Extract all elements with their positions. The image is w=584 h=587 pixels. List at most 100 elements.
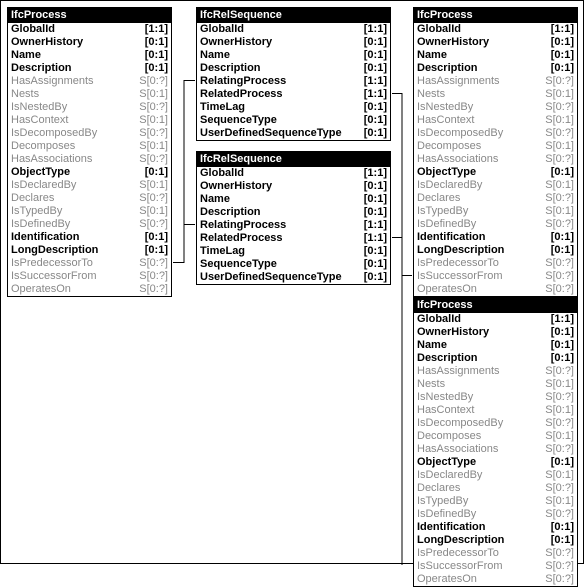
entity-row: IsPredecessorToS[0:?]: [8, 257, 171, 270]
attr-name: Name: [11, 49, 139, 62]
attr-cardinality: S[0:1]: [539, 140, 574, 153]
attr-cardinality: S[0:?]: [133, 257, 168, 270]
attr-cardinality: [0:1]: [545, 352, 574, 365]
attr-name: IsNestedBy: [11, 101, 133, 114]
attr-cardinality: [0:1]: [545, 456, 574, 469]
attr-name: Identification: [417, 521, 545, 534]
attr-cardinality: S[0:1]: [539, 495, 574, 508]
entity-title: IfcProcess: [8, 8, 171, 23]
attr-name: HasAssociations: [417, 443, 539, 456]
entity-row: Description[0:1]: [414, 62, 577, 75]
attr-name: IsDefinedBy: [417, 508, 539, 521]
attr-cardinality: [0:1]: [358, 49, 387, 62]
attr-cardinality: S[0:?]: [539, 75, 574, 88]
attr-cardinality: [1:1]: [545, 23, 574, 36]
entity-row: IsNestedByS[0:?]: [414, 391, 577, 404]
attr-name: IsSuccessorFrom: [417, 270, 539, 283]
entity-row: OperatesOnS[0:?]: [414, 283, 577, 296]
attr-cardinality: [1:1]: [139, 23, 168, 36]
entity-row: OperatesOnS[0:?]: [414, 573, 577, 586]
entity-row: Name[0:1]: [414, 339, 577, 352]
attr-name: Description: [417, 352, 545, 365]
attr-name: Nests: [417, 378, 539, 391]
entity-row: HasContextS[0:1]: [414, 114, 577, 127]
entity-row: LongDescription[0:1]: [8, 244, 171, 257]
attr-cardinality: S[0:1]: [539, 469, 574, 482]
attr-name: IsPredecessorTo: [417, 257, 539, 270]
entity-row: IsDecomposedByS[0:?]: [8, 127, 171, 140]
attr-name: HasAssignments: [417, 75, 539, 88]
entity-row: IsSuccessorFromS[0:?]: [8, 270, 171, 283]
entity-row: Name[0:1]: [414, 49, 577, 62]
attr-cardinality: S[0:?]: [539, 218, 574, 231]
attr-cardinality: [0:1]: [358, 36, 387, 49]
entity-row: DecomposesS[0:1]: [414, 430, 577, 443]
entity-row: DeclaresS[0:?]: [414, 192, 577, 205]
attr-name: Nests: [417, 88, 539, 101]
attr-cardinality: S[0:?]: [133, 153, 168, 166]
entity-rel_b: IfcRelSequenceGlobalId[1:1]OwnerHistory[…: [196, 151, 391, 285]
attr-name: ObjectType: [417, 166, 545, 179]
attr-name: GlobalId: [200, 167, 358, 180]
attr-cardinality: S[0:1]: [133, 88, 168, 101]
attr-name: UserDefinedSequenceType: [200, 127, 358, 140]
entity-row: HasAssociationsS[0:?]: [414, 153, 577, 166]
entity-row: HasAssociationsS[0:?]: [414, 443, 577, 456]
attr-name: Name: [200, 193, 358, 206]
attr-name: Identification: [417, 231, 545, 244]
entity-process_c: IfcProcessGlobalId[1:1]OwnerHistory[0:1]…: [413, 297, 578, 587]
attr-cardinality: [0:1]: [358, 271, 387, 284]
attr-name: IsPredecessorTo: [417, 547, 539, 560]
attr-name: Identification: [11, 231, 139, 244]
entity-row: IsPredecessorToS[0:?]: [414, 547, 577, 560]
attr-name: Declares: [417, 482, 539, 495]
attr-name: Nests: [11, 88, 133, 101]
entity-row: Name[0:1]: [8, 49, 171, 62]
entity-row: UserDefinedSequenceType[0:1]: [197, 271, 390, 284]
attr-name: IsDecomposedBy: [11, 127, 133, 140]
entity-row: RelatedProcess[1:1]: [197, 88, 390, 101]
entity-row: SequenceType[0:1]: [197, 258, 390, 271]
attr-name: TimeLag: [200, 101, 358, 114]
attr-name: IsDeclaredBy: [417, 179, 539, 192]
entity-row: OwnerHistory[0:1]: [414, 326, 577, 339]
attr-name: IsTypedBy: [11, 205, 133, 218]
attr-cardinality: S[0:1]: [539, 88, 574, 101]
entity-row: IsTypedByS[0:1]: [8, 205, 171, 218]
attr-name: Description: [11, 62, 139, 75]
entity-title: IfcProcess: [414, 298, 577, 313]
attr-cardinality: [0:1]: [358, 62, 387, 75]
attr-cardinality: S[0:?]: [539, 270, 574, 283]
attr-name: IsDeclaredBy: [11, 179, 133, 192]
attr-cardinality: [0:1]: [545, 36, 574, 49]
attr-cardinality: S[0:?]: [539, 283, 574, 296]
entity-row: GlobalId[1:1]: [414, 313, 577, 326]
entity-row: IsNestedByS[0:?]: [8, 101, 171, 114]
attr-name: GlobalId: [417, 23, 545, 36]
attr-cardinality: S[0:1]: [539, 179, 574, 192]
attr-cardinality: S[0:?]: [539, 153, 574, 166]
attr-cardinality: [0:1]: [358, 180, 387, 193]
entity-row: Name[0:1]: [197, 193, 390, 206]
entity-title: IfcRelSequence: [197, 8, 390, 23]
attr-name: OwnerHistory: [200, 180, 358, 193]
entity-row: NestsS[0:1]: [8, 88, 171, 101]
attr-cardinality: [0:1]: [545, 326, 574, 339]
entity-row: HasContextS[0:1]: [8, 114, 171, 127]
attr-name: GlobalId: [11, 23, 139, 36]
attr-name: Name: [417, 49, 545, 62]
entity-row: DeclaresS[0:?]: [414, 482, 577, 495]
attr-cardinality: S[0:?]: [539, 127, 574, 140]
attr-name: IsTypedBy: [417, 495, 539, 508]
attr-name: TimeLag: [200, 245, 358, 258]
attr-cardinality: [0:1]: [358, 245, 387, 258]
attr-cardinality: [1:1]: [545, 313, 574, 326]
entity-row: NestsS[0:1]: [414, 378, 577, 391]
attr-name: OperatesOn: [417, 573, 539, 586]
attr-cardinality: S[0:1]: [539, 114, 574, 127]
attr-cardinality: [0:1]: [139, 231, 168, 244]
entity-row: OwnerHistory[0:1]: [197, 180, 390, 193]
entity-rel_a: IfcRelSequenceGlobalId[1:1]OwnerHistory[…: [196, 7, 391, 141]
attr-cardinality: S[0:1]: [539, 205, 574, 218]
entity-row: IsDeclaredByS[0:1]: [414, 179, 577, 192]
